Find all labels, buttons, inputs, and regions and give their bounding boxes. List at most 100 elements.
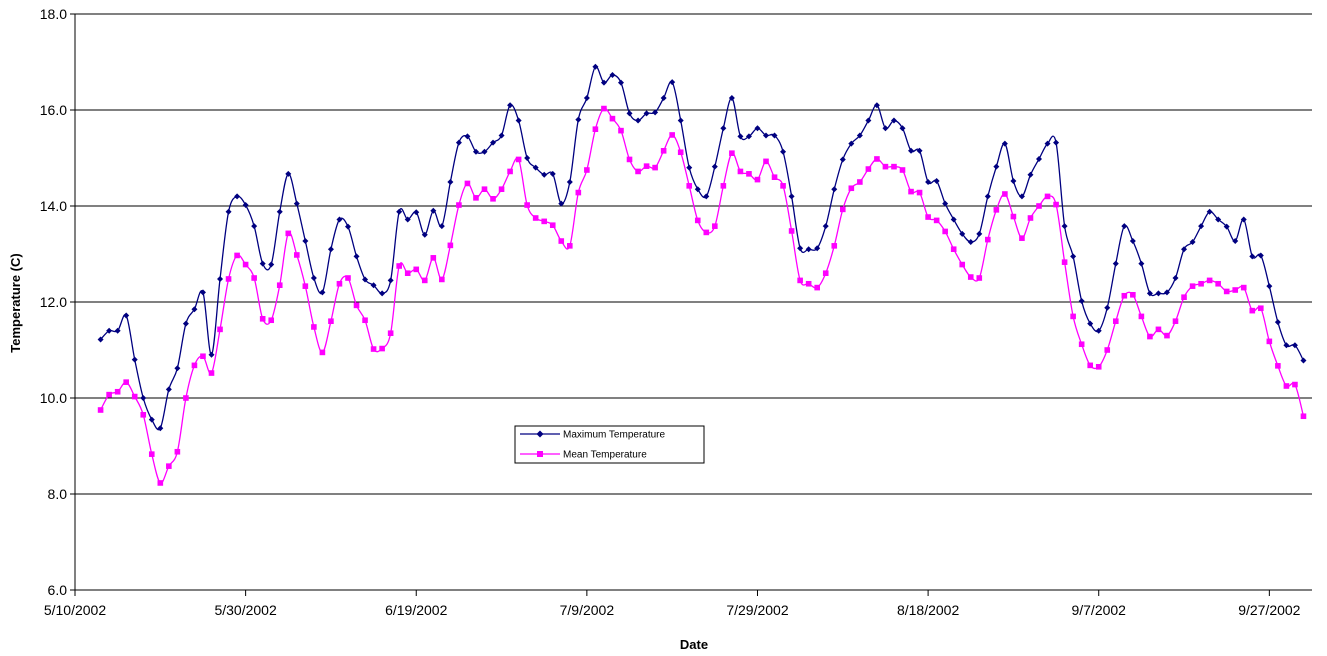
- data-point-mean: [1070, 313, 1076, 320]
- data-point-mean: [993, 207, 1000, 213]
- data-point-max: [1155, 290, 1162, 297]
- data-point-mean: [456, 202, 462, 208]
- data-point-mean: [311, 324, 317, 330]
- legend-marker-mean: [537, 451, 543, 457]
- data-point-max: [259, 260, 266, 267]
- data-point-mean: [1061, 259, 1068, 265]
- data-point-mean: [328, 318, 334, 324]
- data-point-max: [293, 200, 300, 207]
- data-point-mean: [191, 362, 198, 369]
- data-point-max: [1027, 171, 1034, 178]
- data-point-mean: [848, 185, 855, 192]
- data-point-mean: [1198, 280, 1204, 287]
- data-point-mean: [242, 261, 249, 268]
- data-point-mean: [771, 174, 778, 180]
- data-point-mean: [524, 202, 530, 208]
- data-point-mean: [660, 148, 667, 154]
- data-point-max: [1095, 327, 1102, 334]
- data-point-max: [217, 275, 224, 282]
- data-point-max: [140, 395, 147, 401]
- data-point-max: [1163, 289, 1170, 296]
- data-point-mean: [857, 179, 863, 185]
- data-point-max: [1044, 140, 1051, 147]
- data-point-max: [617, 79, 624, 86]
- data-point-max: [1223, 223, 1230, 230]
- data-point-mean: [336, 280, 343, 287]
- data-point-mean: [541, 218, 548, 225]
- data-point-mean: [942, 228, 948, 235]
- data-point-mean: [131, 393, 138, 400]
- data-point-max: [157, 425, 164, 432]
- data-point-max: [1036, 155, 1043, 162]
- data-point-max: [814, 245, 821, 252]
- data-point-max: [1257, 252, 1264, 259]
- data-point-mean: [839, 206, 846, 213]
- data-point-mean: [404, 270, 411, 276]
- data-point-max: [805, 246, 812, 253]
- data-point-max: [370, 282, 377, 289]
- data-point-max: [780, 148, 787, 155]
- x-tick-label: 6/19/2002: [385, 602, 447, 618]
- data-point-mean: [276, 282, 283, 288]
- data-point-max: [737, 133, 744, 140]
- data-point-mean: [1087, 362, 1093, 369]
- data-point-mean: [1164, 332, 1170, 339]
- data-point-max: [720, 125, 727, 132]
- data-point-mean: [754, 176, 761, 183]
- data-point-max: [711, 163, 718, 170]
- data-point-mean: [507, 168, 513, 175]
- y-tick-label: 6.0: [48, 582, 68, 598]
- data-point-mean: [439, 276, 445, 283]
- data-point-mean: [532, 215, 539, 221]
- data-point-mean: [1249, 307, 1256, 314]
- data-point-max: [285, 170, 292, 177]
- data-point-mean: [558, 238, 565, 244]
- data-point-mean: [1172, 318, 1179, 324]
- data-point-mean: [123, 379, 129, 385]
- data-point-mean: [549, 222, 556, 228]
- data-point-mean: [805, 280, 812, 287]
- data-point-max: [609, 71, 616, 78]
- data-point-max: [865, 117, 872, 124]
- data-point-max: [1198, 223, 1205, 230]
- data-point-mean: [268, 317, 275, 324]
- data-point-mean: [720, 183, 727, 189]
- data-point-mean: [677, 149, 684, 156]
- data-point-max: [438, 223, 445, 230]
- data-point-mean: [208, 370, 215, 376]
- data-point-max: [336, 216, 343, 223]
- x-tick-label: 9/7/2002: [1071, 602, 1126, 618]
- data-point-mean: [234, 252, 240, 259]
- data-point-mean: [950, 246, 957, 252]
- data-point-mean: [370, 346, 377, 352]
- data-point-max: [464, 133, 471, 140]
- data-point-max: [583, 95, 590, 101]
- data-point-max: [276, 208, 283, 215]
- data-point-mean: [788, 228, 795, 234]
- data-point-mean: [157, 480, 164, 486]
- data-point-mean: [1266, 338, 1273, 345]
- data-point-mean: [174, 448, 181, 455]
- data-point-max: [472, 148, 479, 155]
- data-point-mean: [1223, 288, 1230, 295]
- data-point-mean: [686, 183, 693, 189]
- data-point-mean: [1240, 284, 1247, 291]
- data-point-mean: [976, 275, 983, 281]
- data-point-mean: [353, 302, 360, 309]
- x-tick-label: 8/18/2002: [897, 602, 959, 618]
- data-point-max: [268, 261, 275, 268]
- data-point-max: [447, 179, 454, 185]
- data-point-max: [498, 132, 505, 139]
- data-point-mean: [1036, 203, 1042, 209]
- data-point-max: [524, 155, 531, 161]
- data-point-max: [822, 223, 829, 230]
- axes: [70, 13, 1312, 596]
- data-point-max: [882, 125, 889, 132]
- data-point-max: [327, 246, 334, 253]
- y-tick-label: 8.0: [48, 486, 68, 502]
- data-point-max: [933, 178, 940, 185]
- data-point-mean: [1155, 326, 1162, 333]
- data-point-mean: [183, 395, 189, 401]
- data-point-mean: [729, 150, 735, 156]
